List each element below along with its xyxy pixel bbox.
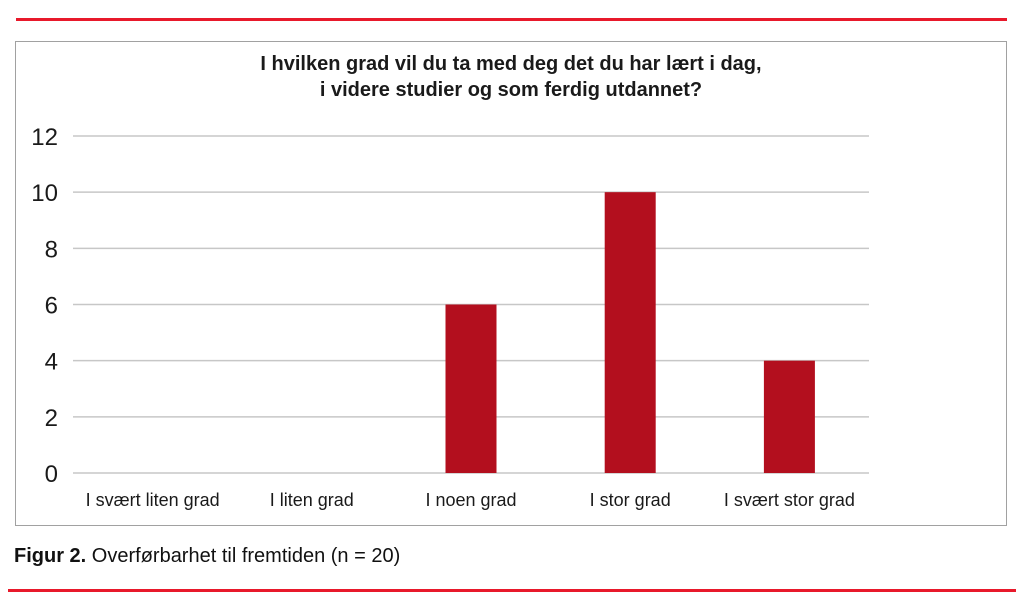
x-axis-label: I noen grad [425, 490, 516, 510]
y-tick-label: 6 [45, 293, 58, 320]
chart-title: I hvilken grad vil du ta med deg det du … [260, 53, 762, 101]
y-tick-label: 0 [45, 461, 58, 488]
top-accent-rule [16, 18, 1007, 21]
y-tick-label: 12 [31, 124, 58, 151]
figure-chart: I hvilken grad vil du ta med deg det du … [15, 41, 1007, 526]
y-tick-label: 10 [31, 180, 58, 207]
bar-chart-svg: 0 2 4 6 8 10 12 I svært liten grad I liten grad I… [31, 124, 869, 510]
x-axis-label: I liten grad [270, 490, 354, 510]
bottom-accent-rule [8, 589, 1016, 592]
x-axis-label: I stor grad [590, 490, 671, 510]
x-axis-label: I svært liten grad [86, 490, 220, 510]
y-tick-label: 4 [45, 349, 58, 376]
figure-caption: Figur 2. Overførbarhet til fremtiden (n … [14, 543, 400, 569]
x-axis-label: I svært stor grad [724, 490, 855, 510]
bar [445, 304, 497, 473]
y-tick-label: 8 [45, 236, 58, 263]
figure-caption-label: Figur 2. [14, 545, 87, 567]
y-tick-label: 2 [45, 405, 58, 432]
bar [763, 360, 815, 473]
figure-caption-text: Overførbarhet til fremtiden (n = 20) [86, 545, 401, 567]
bar [604, 192, 656, 473]
